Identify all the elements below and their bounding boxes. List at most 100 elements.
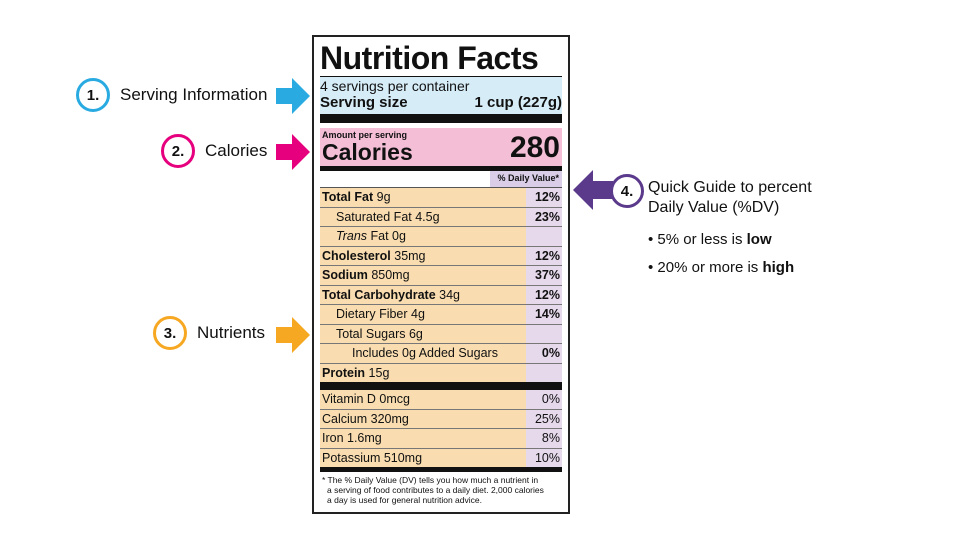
- nutrient-percent: 12%: [526, 188, 562, 207]
- callout-label-daily-value: Quick Guide to percent Daily Value (%DV): [648, 178, 812, 218]
- vitamin-row: Calcium 320mg 25%: [320, 408, 562, 428]
- vitamin-row: Potassium 510mg 10%: [320, 447, 562, 467]
- nutrient-percent: [526, 363, 562, 382]
- nutrient-amount: Fat 0g: [367, 229, 406, 243]
- nutrient-name: Cholesterol 35mg: [320, 246, 526, 265]
- nutrient-row: Cholesterol 35mg 12%: [320, 245, 562, 265]
- callout-calories: 2. Calories: [161, 134, 267, 168]
- nutrient-percent: 12%: [526, 246, 562, 265]
- calories-value: 280: [509, 131, 560, 164]
- nutrient-percent: [526, 227, 562, 246]
- nutrient-amount: 15g: [365, 365, 390, 380]
- nutrient-name: Total Carbohydrate 34g: [320, 285, 526, 304]
- serving-info-section: 4 servings per container Serving size 1 …: [320, 77, 562, 114]
- serving-size-value: 1 cup (227g): [474, 94, 562, 111]
- nutrient-percent: 37%: [526, 266, 562, 285]
- divider-medium: [320, 467, 562, 472]
- footnote-line-3: a day is used for general nutrition advi…: [327, 495, 482, 505]
- nutrient-percent: 14%: [526, 305, 562, 324]
- nutrient-row: Includes 0g Added Sugars 0%: [320, 343, 562, 363]
- arrow-daily-value-icon: [573, 170, 613, 210]
- daily-value-guide-line1: Quick Guide to percent: [648, 179, 812, 196]
- vitamin-rows: Vitamin D 0mcg 0% Calcium 320mg 25% Iron 1.6…: [320, 390, 562, 467]
- nutrient-name: Dietary Fiber 4g: [320, 305, 526, 324]
- callout-label-calories: Calories: [205, 141, 268, 160]
- nutrient-name: Saturated Fat 4.5g: [320, 207, 526, 226]
- guide-bullet-high-text: • 20% or more is: [648, 259, 763, 276]
- nutrient-row: Protein 15g: [320, 362, 562, 382]
- vitamin-row: Vitamin D 0mcg 0%: [320, 390, 562, 409]
- callout-daily-value: 4.: [610, 174, 644, 208]
- nutrient-name-bold: Sodium: [322, 268, 368, 282]
- label-title: Nutrition Facts: [320, 40, 539, 76]
- nutrient-row: Total Carbohydrate 34g 12%: [320, 284, 562, 304]
- nutrient-amount: Total Sugars 6g: [336, 326, 423, 341]
- servings-per-container: 4 servings per container: [320, 78, 470, 94]
- nutrient-name: Protein 15g: [320, 363, 526, 382]
- serving-size-row: Serving size 1 cup (227g): [320, 94, 562, 111]
- arrow-nutrients-icon: [276, 317, 310, 353]
- vitamin-row: Iron 1.6mg 8%: [320, 428, 562, 448]
- nutrient-percent: 0%: [526, 344, 562, 363]
- guide-bullet-low-text: • 5% or less is: [648, 231, 747, 248]
- nutrient-name-bold: Total Fat: [322, 190, 374, 204]
- callout-serving-information: 1. Serving Information: [76, 78, 267, 112]
- nutrient-name: Trans Fat 0g: [320, 227, 526, 246]
- footnote-line-1: * The % Daily Value (DV) tells you how m…: [322, 475, 539, 485]
- nutrient-amount: 850mg: [367, 268, 410, 282]
- callout-label-nutrients: Nutrients: [197, 323, 266, 342]
- nutrient-name-bold: Total Carbohydrate: [322, 287, 436, 302]
- vitamin-percent: 0%: [526, 390, 562, 409]
- divider: [320, 76, 562, 77]
- calories-section: Amount per serving Calories 280: [320, 128, 562, 166]
- nutrient-row: Total Fat 9g 12%: [320, 188, 562, 207]
- calories-left: Amount per serving Calories: [322, 130, 413, 164]
- nutrient-amount: Saturated Fat 4.5g: [336, 209, 440, 224]
- vitamin-percent: 10%: [526, 448, 562, 467]
- guide-bullet-low-bold: low: [746, 231, 772, 248]
- vitamin-name: Vitamin D 0mcg: [320, 390, 526, 409]
- nutrient-row: Sodium 850mg 37%: [320, 265, 562, 285]
- guide-bullet-high: • 20% or more is high: [648, 259, 794, 276]
- nutrient-name: Total Fat 9g: [320, 188, 526, 207]
- nutrient-name: Includes 0g Added Sugars: [320, 344, 526, 363]
- arrow-serving-icon: [276, 78, 310, 114]
- guide-bullet-low: • 5% or less is low: [648, 231, 772, 248]
- daily-value-guide-line2: Daily Value (%DV): [648, 199, 780, 216]
- nutrient-row: Saturated Fat 4.5g 23%: [320, 206, 562, 226]
- calories-label: Calories: [322, 139, 413, 165]
- divider-medium: [320, 166, 562, 171]
- nutrient-name: Total Sugars 6g: [320, 324, 526, 343]
- footnote-line-2: a serving of food contributes to a daily…: [327, 485, 544, 495]
- nutrient-amount: Includes 0g Added Sugars: [352, 346, 498, 360]
- callout-label-serving: Serving Information: [120, 85, 268, 104]
- nutrient-row: Dietary Fiber 4g 14%: [320, 304, 562, 324]
- vitamin-name: Iron 1.6mg: [320, 429, 526, 448]
- serving-size-label: Serving size: [320, 94, 408, 111]
- divider-thick: [320, 114, 562, 123]
- arrow-calories-icon: [276, 134, 310, 170]
- amount-per-serving: Amount per serving: [322, 130, 408, 140]
- callout-number-1: 1.: [76, 78, 110, 112]
- nutrient-row: Trans Fat 0g: [320, 226, 562, 246]
- nutrient-amount: Dietary Fiber 4g: [336, 307, 425, 321]
- nutrient-name-italic: Trans: [336, 229, 368, 243]
- daily-value-header: % Daily Value*: [320, 171, 562, 188]
- divider-thick: [320, 382, 562, 390]
- vitamin-percent: 25%: [526, 409, 562, 428]
- nutrient-percent: [526, 324, 562, 343]
- vitamin-percent: 8%: [526, 429, 562, 448]
- nutrient-amount: 9g: [373, 190, 391, 204]
- guide-bullet-high-bold: high: [762, 259, 795, 276]
- nutrient-percent: 12%: [526, 285, 562, 304]
- nutrient-percent: 23%: [526, 207, 562, 226]
- nutrition-facts-label: Nutrition Facts 4 servings per container…: [312, 35, 570, 514]
- nutrient-name-bold: Cholesterol: [322, 248, 391, 263]
- daily-value-header-text: % Daily Value*: [490, 171, 562, 187]
- callout-nutrients: 3. Nutrients: [153, 316, 265, 350]
- nutrient-rows: Total Fat 9g 12% Saturated Fat 4.5g 23% Tran…: [320, 188, 562, 382]
- nutrient-name: Sodium 850mg: [320, 266, 526, 285]
- callout-number-2: 2.: [161, 134, 195, 168]
- vitamin-name: Calcium 320mg: [320, 409, 526, 428]
- nutrient-amount: 35mg: [390, 248, 426, 263]
